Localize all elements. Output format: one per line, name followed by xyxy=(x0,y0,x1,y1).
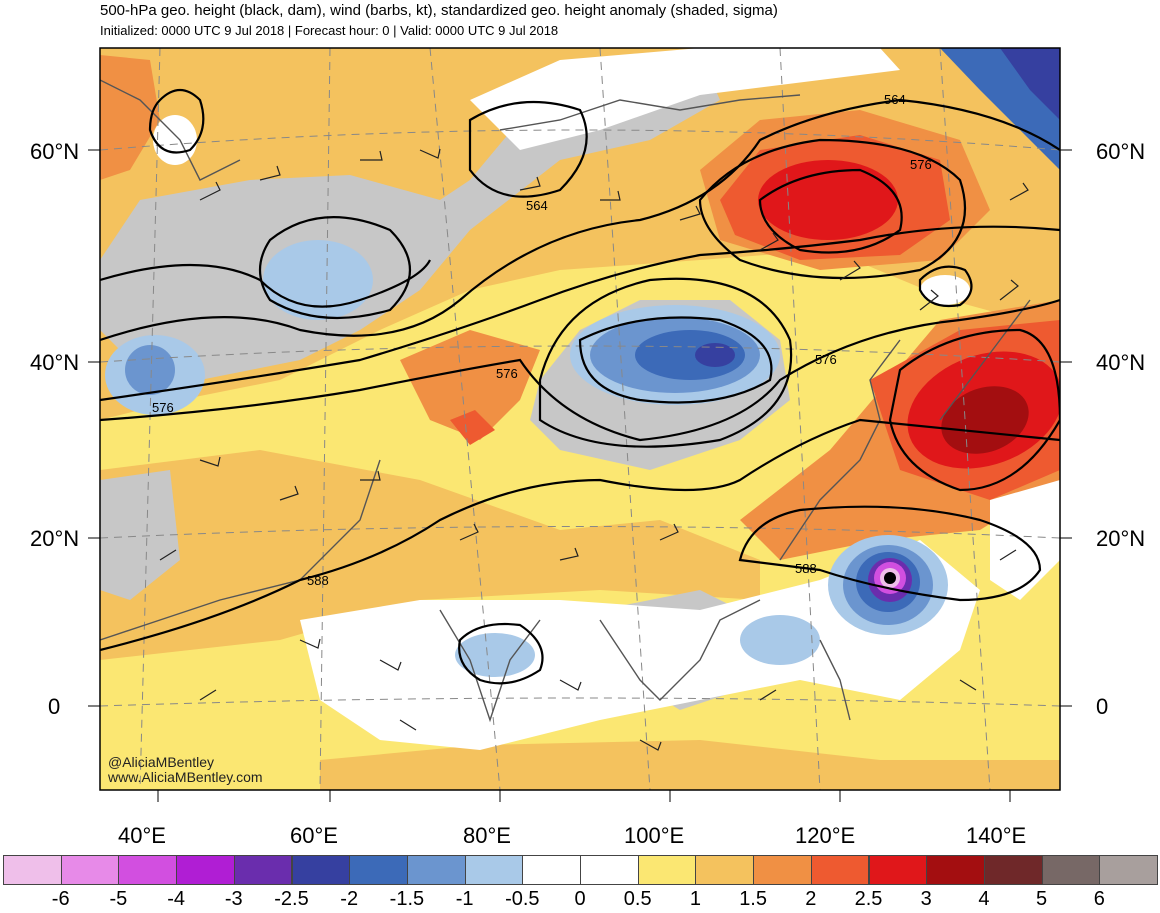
colorbar-label: 2.5 xyxy=(854,888,883,910)
colorbar-label: -0.5 xyxy=(505,888,540,910)
colorbar-label: -6 xyxy=(51,888,70,910)
wind-barbs xyxy=(159,148,1029,751)
colorbar-label: 6 xyxy=(1093,888,1105,910)
colorbar-label: -5 xyxy=(109,888,128,910)
colorbar-swatch xyxy=(291,855,351,885)
colorbar-swatch xyxy=(637,855,697,885)
colorbar-swatch xyxy=(983,855,1043,885)
map-title: 500-hPa geo. height (black, dam), wind (… xyxy=(100,2,778,19)
anomaly-blue-mongolia-4 xyxy=(695,343,735,367)
colorbar-label: 0 xyxy=(574,888,586,910)
colorbar-swatch xyxy=(868,855,928,885)
colorbar-swatch xyxy=(695,855,755,885)
anomaly-band-bottom xyxy=(320,740,1060,790)
contour-label: 576 xyxy=(815,352,837,367)
anomaly-max-japan xyxy=(941,386,1029,454)
colorbar-swatch xyxy=(60,855,120,885)
colorbar-label: 1.5 xyxy=(739,888,767,910)
anomaly-red-central xyxy=(450,410,495,445)
neutral-white-pacific xyxy=(990,480,1060,600)
colorbar-label: 4 xyxy=(978,888,990,910)
anomaly-peak-siberia xyxy=(758,160,898,240)
lat-label-left: 20°N xyxy=(30,526,80,551)
lat-label-right: 60°N xyxy=(1096,139,1146,164)
contour-label: 576 xyxy=(910,157,932,172)
colorbar-swatch xyxy=(1099,855,1158,885)
colorbar-label: -3 xyxy=(224,888,243,910)
anomaly-blue-arctic-2 xyxy=(1000,48,1060,120)
colorbar-swatch xyxy=(580,855,639,885)
lon-label: 120°E xyxy=(795,823,856,848)
colorbar-swatch xyxy=(810,855,870,885)
colorbar-label: 5 xyxy=(1036,888,1048,910)
colorbar-swatch xyxy=(464,855,524,885)
lat-label-left: 0 xyxy=(48,694,61,719)
contour-label: 564 xyxy=(526,198,548,213)
neutral-white-ocean xyxy=(300,540,980,750)
colorbar-swatch xyxy=(349,855,408,885)
lat-label-left: 40°N xyxy=(30,350,80,375)
colorbar-label: 1 xyxy=(689,888,701,910)
lat-label-right: 20°N xyxy=(1096,526,1146,551)
neutral-gray-arabia xyxy=(100,470,180,600)
neutral-white-okhotsk xyxy=(920,275,970,305)
colorbar-swatch xyxy=(406,855,466,885)
colorbar-swatch xyxy=(176,855,235,885)
colorbar-label: -2.5 xyxy=(274,888,309,910)
lon-label: 140°E xyxy=(966,823,1027,848)
contour-label: 576 xyxy=(496,366,518,381)
contour-label: 588 xyxy=(795,561,817,576)
colorbar-label: 3 xyxy=(920,888,932,910)
frame-ticks xyxy=(88,149,1072,802)
contour-label: 588 xyxy=(307,573,329,588)
lon-label: 40°E xyxy=(118,823,166,848)
map-subtitle: Initialized: 0000 UTC 9 Jul 2018 | Forec… xyxy=(100,23,559,38)
anomaly-blue-mongolia-3 xyxy=(635,330,745,380)
colorbar-label: -2 xyxy=(340,888,359,910)
lon-label: 60°E xyxy=(290,823,338,848)
anomaly-band-south xyxy=(100,450,760,660)
contour-label: 564 xyxy=(884,92,906,107)
anomaly-blue-europe xyxy=(263,240,373,320)
typhoon-eye xyxy=(884,572,896,584)
colorbar-swatch xyxy=(1041,855,1101,885)
map-frame xyxy=(99,47,1061,791)
colorbar-label: 2 xyxy=(805,888,817,910)
anomaly-blue-scs xyxy=(740,615,820,665)
neutral-white-scandinavia xyxy=(153,115,197,165)
contour-labels: 564 564 576 576 576 576 588 588 xyxy=(152,92,932,588)
colorbar-swatch xyxy=(522,855,581,885)
colorbar-swatch xyxy=(3,855,62,885)
colorbar-label: -4 xyxy=(167,888,185,910)
neutral-white-north xyxy=(470,48,900,150)
anomaly-blue-mideast-inner xyxy=(125,345,175,395)
colorbar-label: -1.5 xyxy=(389,888,425,910)
lon-label: 100°E xyxy=(624,823,685,848)
anomaly-orange-central xyxy=(400,330,540,440)
colorbar-label: -1 xyxy=(455,888,474,910)
lon-label: 80°E xyxy=(463,823,511,848)
colorbar-swatch xyxy=(233,855,293,885)
lat-label-right: 40°N xyxy=(1096,350,1146,375)
colorbar-swatch xyxy=(118,855,178,885)
lat-label-right: 0 xyxy=(1096,694,1109,719)
contour-label: 576 xyxy=(152,400,174,415)
height-contours xyxy=(100,88,1060,685)
colorbar-label: 0.5 xyxy=(623,888,652,910)
anomaly-blue-india xyxy=(455,633,535,677)
credit-twitter: @AliciaMBentley xyxy=(108,754,215,770)
credit-website: www.AliciaMBentley.com xyxy=(108,769,263,785)
colorbar-swatch xyxy=(926,855,985,885)
colorbar-swatch xyxy=(753,855,812,885)
lat-label-left: 60°N xyxy=(30,139,80,164)
